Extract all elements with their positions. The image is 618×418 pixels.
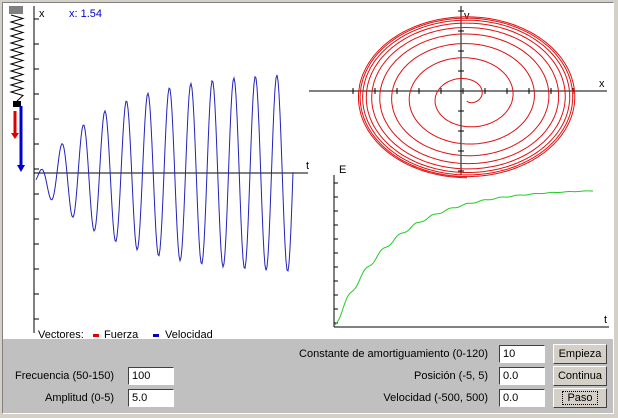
energy-plot-e-label: E — [339, 164, 346, 176]
plots-canvas: x x: 1.54 t x v E t Vectores: Fuerza Vel… — [9, 6, 609, 339]
continue-button[interactable]: Continua — [553, 366, 607, 386]
energy-plot-t-label: t — [604, 314, 607, 326]
start-button[interactable]: Empieza — [553, 344, 607, 364]
legend-velocity-label: Velocidad — [165, 329, 213, 339]
position-curve — [35, 74, 294, 272]
force-vector — [11, 111, 19, 139]
legend-force-label: Fuerza — [104, 329, 139, 339]
time-plot-t-label: t — [306, 160, 309, 172]
energy-curve — [334, 190, 593, 326]
position-readout: x: 1.54 — [69, 8, 102, 20]
velocity-label: Velocidad (-500, 500) — [383, 392, 488, 404]
frequency-field[interactable] — [128, 367, 174, 385]
spring-anchor — [9, 6, 23, 14]
phase-plot-x-label: x — [599, 78, 605, 90]
damping-field[interactable] — [499, 345, 545, 363]
legend-velocity-swatch — [153, 334, 159, 337]
step-button[interactable]: Paso — [553, 388, 607, 408]
spring — [9, 14, 25, 102]
step-button-label: Paso — [562, 391, 598, 405]
position-label: Posición (-5, 5) — [414, 370, 488, 382]
time-plot-ticks — [34, 18, 39, 320]
simulation-applet: x x: 1.54 t x v E t Vectores: Fuerza Vel… — [2, 2, 614, 414]
amplitude-field[interactable] — [128, 389, 174, 407]
legend-force-swatch — [93, 334, 99, 337]
phase-curve — [358, 16, 576, 179]
spring-mass — [13, 101, 21, 107]
legend-title: Vectores: — [38, 329, 84, 339]
position-field[interactable] — [499, 367, 545, 385]
damping-label: Constante de amortiguamiento (0-120) — [299, 348, 488, 360]
time-plot-x-label: x — [39, 8, 45, 20]
energy-plot-ticks — [334, 182, 338, 324]
velocity-vector — [17, 106, 25, 172]
velocity-field[interactable] — [499, 389, 545, 407]
phase-plot-ticks — [352, 10, 574, 172]
phase-plot-v-label: v — [464, 10, 470, 22]
amplitude-label: Amplitud (0-5) — [45, 392, 115, 404]
frequency-label: Frecuencia (50-150) — [15, 370, 115, 382]
control-panel: Constante de amortiguamiento (0-120) Emp… — [3, 339, 613, 413]
